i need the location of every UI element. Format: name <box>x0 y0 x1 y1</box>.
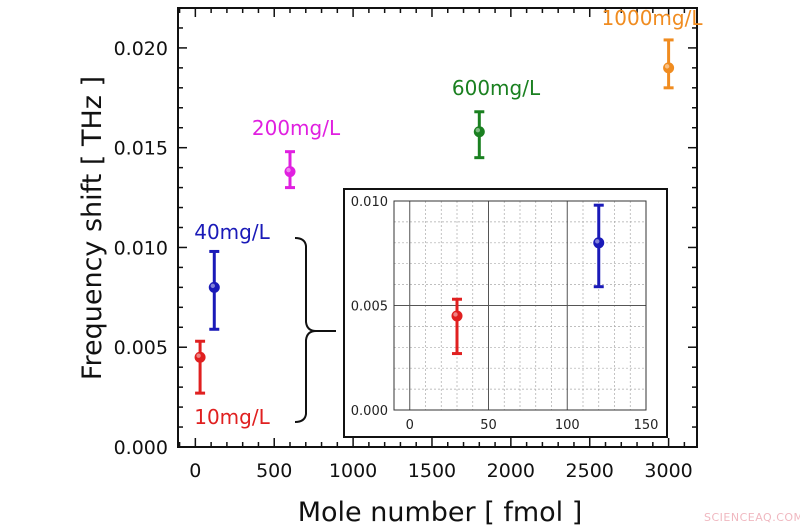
y-tick-label: 0.015 <box>114 138 168 160</box>
data-point <box>593 237 605 249</box>
x-tick-label: 3000 <box>644 460 692 482</box>
y-tick-label: 0.010 <box>114 237 168 259</box>
data-point <box>451 310 463 322</box>
point-label: 10mg/L <box>194 405 270 429</box>
point-label: 40mg/L <box>194 220 270 244</box>
point-label: 600mg/L <box>452 76 541 100</box>
data-point <box>284 166 296 178</box>
data-point-highlight <box>595 239 600 244</box>
x-tick-label: 2000 <box>487 460 535 482</box>
x-tick-label: 1500 <box>408 460 456 482</box>
y-axis-label: Frequency shift [ THz ] <box>77 76 108 380</box>
x-axis-label: Mole number [ fmol ] <box>298 497 583 528</box>
inset-y-tick-label: 0.000 <box>351 404 388 419</box>
data-point-highlight <box>210 283 215 289</box>
point-label: 200mg/L <box>252 116 341 140</box>
data-point-highlight <box>196 353 201 358</box>
y-tick-label: 0.020 <box>114 38 168 60</box>
inset-x-tick-label: 50 <box>480 418 497 433</box>
inset-y-tick-label: 0.010 <box>351 195 388 210</box>
inset-x-tick-label: 100 <box>555 418 580 433</box>
data-point <box>473 126 485 138</box>
data-point <box>194 351 206 363</box>
x-tick-label: 2500 <box>566 460 614 482</box>
x-tick-label: 500 <box>256 460 292 482</box>
point-label: 1000mg/L <box>602 6 704 30</box>
x-tick-label: 1000 <box>329 460 377 482</box>
brace <box>294 237 317 423</box>
inset-x-tick-label: 0 <box>406 418 414 433</box>
data-point-highlight <box>664 64 670 69</box>
inset-plot-area <box>393 200 647 411</box>
y-tick-label: 0.005 <box>114 337 168 359</box>
data-point <box>663 62 675 74</box>
data-point-highlight <box>286 167 291 173</box>
inset-x-tick-label: 150 <box>634 418 659 433</box>
inset-frame <box>343 188 668 438</box>
watermark: SCIENCEAQ.COM <box>704 511 800 524</box>
data-point-highlight <box>475 128 481 133</box>
data-point-highlight <box>453 312 458 317</box>
x-tick-label: 0 <box>189 460 201 482</box>
y-tick-label: 0.000 <box>114 437 168 459</box>
data-point <box>208 281 220 293</box>
inset-y-tick-label: 0.005 <box>351 300 388 315</box>
